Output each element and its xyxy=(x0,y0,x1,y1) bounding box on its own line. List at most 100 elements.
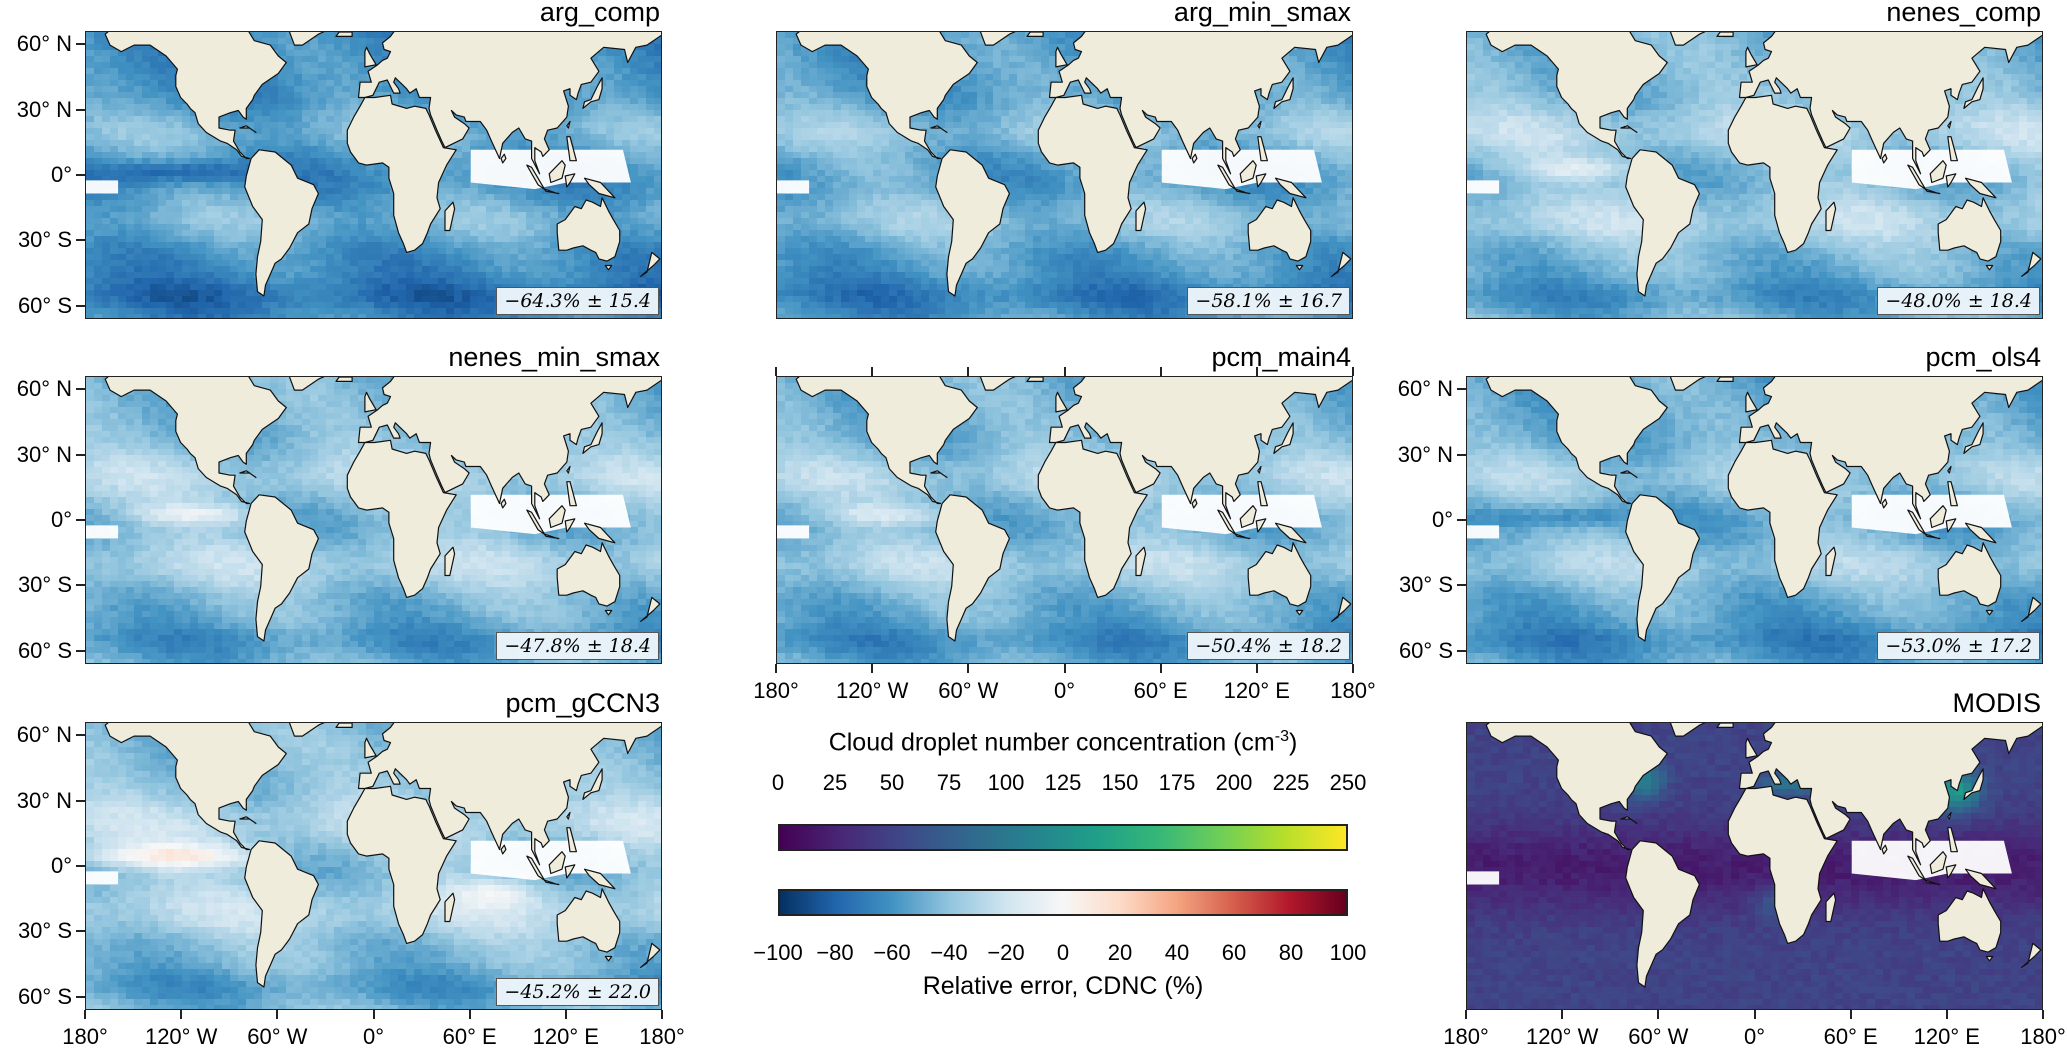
land xyxy=(1485,723,2042,988)
lat-tickmark xyxy=(1457,649,1466,652)
lon-tickmark xyxy=(468,1010,471,1019)
lat-tickmark xyxy=(76,108,85,111)
lon-tickmark xyxy=(372,1010,375,1019)
lat-tickmark xyxy=(76,519,85,521)
cdnc-label-close: ) xyxy=(1289,728,1297,756)
missing-data xyxy=(777,494,1322,539)
lat-tick-label: 30° S xyxy=(18,918,72,944)
lon-tickmark xyxy=(1063,367,1066,376)
map-panel-MODIS: MODIS 180° 120° W 60° W 0° 60° E 120° E 180° xyxy=(1443,688,2066,1049)
cdnc-label-text: Cloud droplet number concentration (cm xyxy=(829,728,1275,756)
map-svg xyxy=(777,377,1352,663)
map-panel-nenes_comp: nenes_comp −48.0% ± 18.4 xyxy=(1466,0,2043,319)
lat-tickmark xyxy=(1457,584,1466,587)
cdnc-tick-label: 150 xyxy=(1090,770,1150,796)
stat-box: −53.0% ± 17.2 xyxy=(1877,632,2040,660)
lat-tickmark xyxy=(76,995,85,998)
land xyxy=(1485,32,2042,297)
cdnc-tick-label: 225 xyxy=(1261,770,1321,796)
cdnc-tick-label: 125 xyxy=(1033,770,1093,796)
lat-tickmark xyxy=(1457,388,1466,391)
lon-tickmark xyxy=(1561,1010,1564,1019)
lon-tick-label: 60° E xyxy=(1121,678,1201,704)
error-tick-label: 60 xyxy=(1199,940,1269,966)
stat-box: −58.1% ± 16.7 xyxy=(1187,287,1350,315)
lon-tickmark xyxy=(84,1010,86,1019)
lat-tick-label: 60° N xyxy=(17,722,72,748)
map-panel-arg_min_smax: arg_min_smax −58.1% ± 16.7 xyxy=(776,0,1353,319)
cdnc-tick-label: 200 xyxy=(1204,770,1264,796)
lat-tick-label: 30° N xyxy=(17,788,72,814)
map-area xyxy=(776,376,1353,664)
lon-tickmark xyxy=(1352,367,1354,376)
lat-tickmark xyxy=(1457,519,1466,521)
lat-tickmark xyxy=(76,865,85,867)
lon-tick-label: 0° xyxy=(334,1024,414,1050)
lat-tick-label: 30° N xyxy=(1398,442,1453,468)
lon-tickmark xyxy=(775,367,777,376)
lat-tickmark xyxy=(76,930,85,933)
map-svg xyxy=(86,377,661,663)
lon-tick-label: 0° xyxy=(1025,678,1105,704)
map-svg xyxy=(1467,32,2042,318)
lat-tick-label: 60° N xyxy=(1398,376,1453,402)
lat-tick-label: 30° S xyxy=(18,227,72,253)
lon-tick-label: 180° xyxy=(45,1024,125,1050)
lat-tick-label: 30° S xyxy=(18,572,72,598)
lon-tickmark xyxy=(276,1010,279,1019)
lat-tick-label: 0° xyxy=(51,853,72,879)
lon-tickmark xyxy=(1255,367,1258,376)
lon-tick-label: 60° W xyxy=(1618,1024,1698,1050)
cdnc-tick-label: 0 xyxy=(748,770,808,796)
lon-tickmark xyxy=(564,1010,567,1019)
map-area xyxy=(1466,722,2043,1010)
missing-data xyxy=(86,494,631,539)
lat-tick-label: 30° N xyxy=(17,442,72,468)
missing-data xyxy=(777,149,1322,194)
lat-tickmark xyxy=(76,304,85,307)
map-area xyxy=(1466,31,2043,319)
panel-title: nenes_comp xyxy=(1886,0,2041,28)
lon-tick-label: 180° xyxy=(622,1024,702,1050)
lon-tick-label: 120° W xyxy=(1522,1024,1602,1050)
lon-tickmark xyxy=(661,1010,663,1019)
error-tick-label: 80 xyxy=(1256,940,1326,966)
cdnc-tick-label: 100 xyxy=(976,770,1036,796)
cdnc-tick-label: 75 xyxy=(919,770,979,796)
stat-box: −45.2% ± 22.0 xyxy=(496,978,659,1006)
missing-data xyxy=(86,149,631,194)
lon-tick-label: 0° xyxy=(1715,1024,1795,1050)
lon-tickmark xyxy=(1753,1010,1756,1019)
lat-tickmark xyxy=(76,239,85,242)
lat-tick-label: 60° S xyxy=(1399,638,1453,664)
missing-data xyxy=(86,840,631,885)
lat-tickmark xyxy=(76,734,85,737)
lon-tick-label: 120° W xyxy=(141,1024,221,1050)
lat-tickmark xyxy=(76,584,85,587)
lon-tick-label: 180° xyxy=(2003,1024,2067,1050)
error-tick-label: 0 xyxy=(1028,940,1098,966)
panel-title: nenes_min_smax xyxy=(448,342,660,373)
lat-tickmark xyxy=(1457,453,1466,456)
lon-tick-label: 120° E xyxy=(526,1024,606,1050)
lon-tick-label: 60° W xyxy=(928,678,1008,704)
cdnc-tick-label: 250 xyxy=(1318,770,1378,796)
lon-tickmark xyxy=(967,367,970,376)
lat-tick-label: 60° S xyxy=(18,638,72,664)
lat-tickmark xyxy=(76,174,85,176)
panel-title: pcm_gCCN3 xyxy=(505,688,660,719)
error-colorbar xyxy=(778,889,1348,916)
map-svg xyxy=(86,32,661,318)
panel-title: arg_comp xyxy=(540,0,660,28)
missing-data xyxy=(1467,840,2012,885)
lon-tickmark xyxy=(1352,664,1354,673)
error-tick-label: 20 xyxy=(1085,940,1155,966)
lon-tickmark xyxy=(2042,1010,2044,1019)
panel-title: pcm_ols4 xyxy=(1925,342,2041,373)
map-panel-pcm_main4: pcm_main4 −50.4% ± 18.2 xyxy=(776,342,1353,664)
cdnc-colorbar xyxy=(778,824,1348,851)
lon-tickmark xyxy=(1465,1010,1467,1019)
lat-tickmark xyxy=(76,388,85,391)
panel-title: pcm_main4 xyxy=(1211,342,1351,373)
